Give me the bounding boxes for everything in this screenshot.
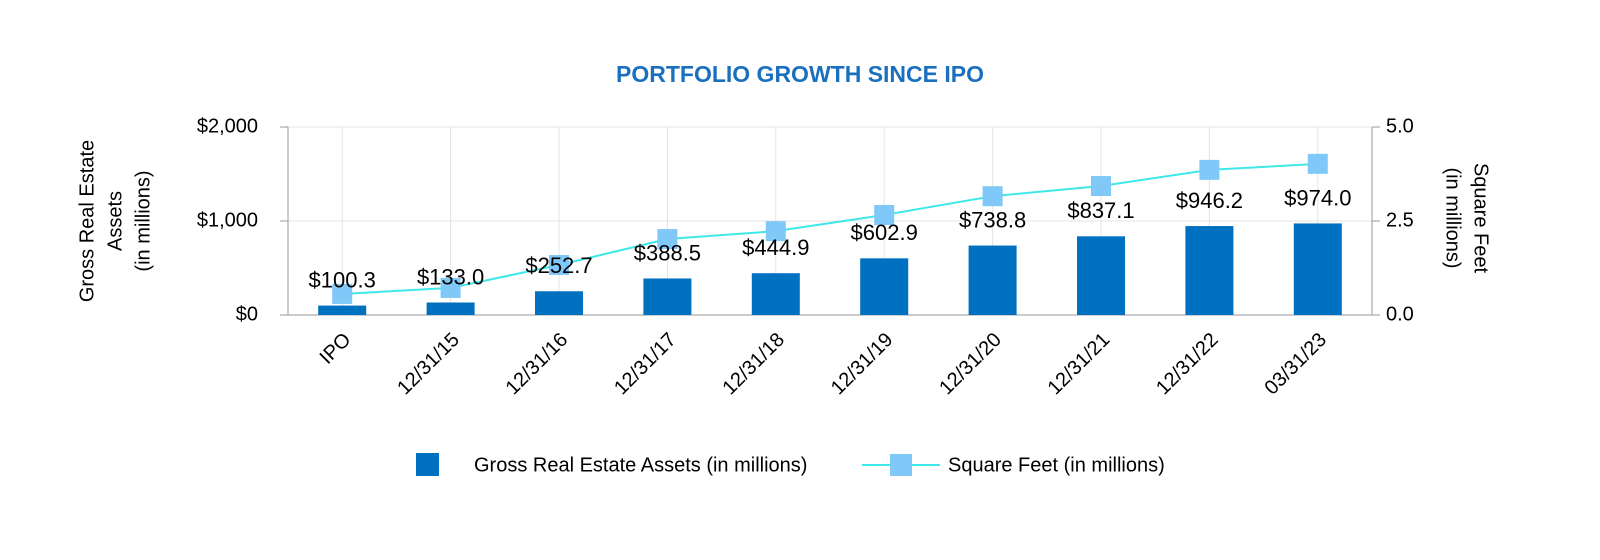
y2-axis-title: Square Feet [1470, 163, 1492, 274]
bar [318, 305, 367, 315]
marker [1307, 153, 1328, 174]
bar [1293, 223, 1342, 315]
x-tick-label: IPO [316, 329, 356, 369]
data-label: $133.0 [417, 264, 484, 289]
marker [1199, 159, 1220, 180]
bar [860, 258, 909, 315]
data-label: $738.8 [959, 207, 1026, 232]
bar [1077, 236, 1125, 315]
bar [535, 291, 583, 315]
data-label: $444.9 [742, 235, 809, 260]
marker [765, 221, 786, 242]
y2-tick-label: 5.0 [1386, 115, 1414, 137]
y-tick-label: $2,000 [197, 115, 258, 137]
marker [657, 229, 678, 250]
y2-axis-title: (in millions) [1442, 167, 1464, 268]
data-label: $388.5 [634, 240, 701, 265]
marker [549, 254, 569, 275]
x-tick-label: 12/31/17 [610, 329, 681, 400]
bar [643, 278, 692, 315]
data-label: $946.2 [1176, 188, 1243, 213]
x-tick-label: 12/31/16 [502, 329, 573, 400]
bar [968, 245, 1017, 315]
data-label: $100.3 [309, 267, 376, 292]
y-axis-title: Assets [104, 191, 126, 251]
x-tick-label: 03/31/23 [1260, 329, 1331, 400]
y-axis-title: (in millions) [132, 170, 154, 271]
x-tick-label: 12/31/18 [718, 329, 789, 400]
x-tick-label: 12/31/15 [393, 329, 464, 400]
legend-swatch [416, 453, 439, 476]
bar [1185, 226, 1234, 315]
marker [1091, 176, 1111, 197]
y2-tick-label: 2.5 [1386, 209, 1414, 231]
x-tick-label: 12/31/21 [1044, 329, 1115, 400]
x-tick-label: 12/31/22 [1152, 329, 1223, 400]
legend-label: Gross Real Estate Assets (in millions) [474, 454, 807, 476]
x-tick-label: 12/31/20 [935, 329, 1006, 400]
marker [874, 204, 895, 225]
bar [751, 273, 800, 315]
data-label: $602.9 [851, 220, 918, 245]
chart-title: PORTFOLIO GROWTH SINCE IPO [616, 61, 984, 87]
legend-label: Square Feet (in millions) [948, 454, 1165, 476]
marker [440, 277, 461, 298]
marker [332, 283, 353, 304]
data-label: $252.7 [525, 253, 592, 278]
data-label: $974.0 [1284, 185, 1351, 210]
x-tick-label: 12/31/19 [827, 329, 898, 400]
y-tick-label: $0 [236, 303, 258, 325]
marker [982, 186, 1003, 207]
y2-tick-label: 0.0 [1386, 303, 1414, 325]
y-tick-label: $1,000 [197, 209, 258, 231]
legend-marker [890, 454, 912, 476]
line [342, 162, 1318, 295]
bar [426, 302, 475, 315]
data-label: $837.1 [1067, 198, 1134, 223]
y-axis-title: Gross Real Estate [76, 140, 98, 302]
